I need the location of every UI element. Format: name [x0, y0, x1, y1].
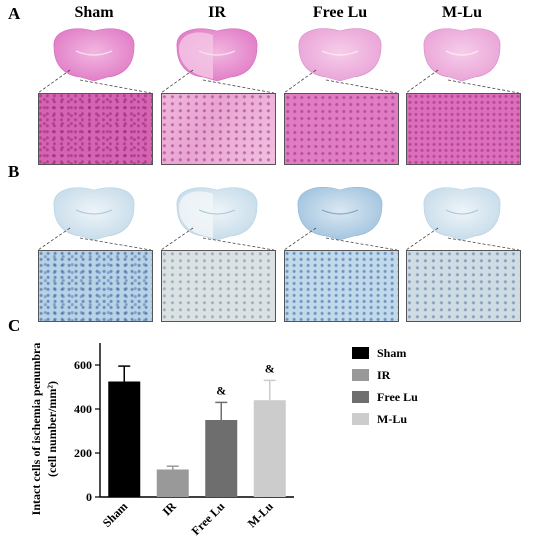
y-axis-label-line2: (cell number/mm²) [45, 381, 59, 477]
panel-label-c: C [8, 316, 21, 335]
legend-label-free-lu: Free Lu [377, 390, 418, 404]
nissl-brain-ir [176, 187, 258, 241]
y-tick-label-2: 400 [74, 402, 92, 416]
nissl-zoom-ir [161, 250, 276, 322]
bar-free-lu [205, 420, 238, 497]
group-label-free-lu: Free Lu [312, 4, 368, 21]
x-tick-label-ir: IR [160, 499, 180, 519]
bar-ir [156, 469, 189, 497]
bar-m-lu [253, 400, 286, 497]
legend-swatch-m-lu [352, 413, 369, 425]
nissl-zoom-sham [38, 250, 153, 322]
he-zoom-connectors [37, 69, 520, 94]
nissl-brain-free-lu [297, 186, 383, 241]
he-zoom-m-lu [406, 93, 521, 165]
nissl-zoom-free-lu [284, 250, 399, 322]
bar-chart: Intact cells of ischemia penumbra (cell … [29, 343, 294, 538]
significance-m-lu: & [265, 361, 275, 375]
he-zoom-ir [161, 93, 276, 165]
nissl-zoom-connectors [37, 227, 520, 251]
he-zoom-sham [38, 93, 153, 165]
nissl-sections [37, 186, 520, 251]
he-brain-m-lu [423, 28, 501, 82]
panel-label-a: A [8, 4, 21, 23]
nissl-zoom-m-lu [406, 250, 521, 322]
he-sections [37, 28, 520, 94]
legend-swatch-ir [352, 369, 369, 381]
he-brain-ir [176, 28, 258, 82]
x-tick-label-sham: Sham [100, 499, 131, 530]
group-label-m-lu: M-Lu [442, 4, 482, 21]
bar-sham [108, 381, 141, 497]
group-label-sham: Sham [74, 4, 114, 21]
he-brain-sham [53, 28, 135, 82]
legend-label-ir: IR [377, 368, 391, 382]
y-axis-label-line1: Intact cells of ischemia penumbra [29, 343, 43, 516]
he-brain-free-lu [298, 28, 382, 82]
legend-swatch-free-lu [352, 391, 369, 403]
legend-label-m-lu: M-Lu [377, 412, 407, 426]
significance-free-lu: & [216, 383, 226, 397]
y-tick-label-1: 200 [74, 446, 92, 460]
y-tick-label-3: 600 [74, 358, 92, 372]
group-label-ir: IR [208, 4, 226, 21]
x-tick-label-m-lu: M-Lu [245, 499, 276, 530]
panel-label-b: B [8, 162, 20, 181]
legend-swatch-sham [352, 347, 369, 359]
nissl-brain-sham [53, 187, 135, 241]
he-zoom-free-lu [284, 93, 399, 165]
y-tick-label-0: 0 [86, 490, 92, 504]
x-tick-label-free-lu: Free Lu [189, 499, 228, 538]
legend-label-sham: Sham [377, 346, 407, 360]
nissl-brain-m-lu [423, 187, 501, 241]
